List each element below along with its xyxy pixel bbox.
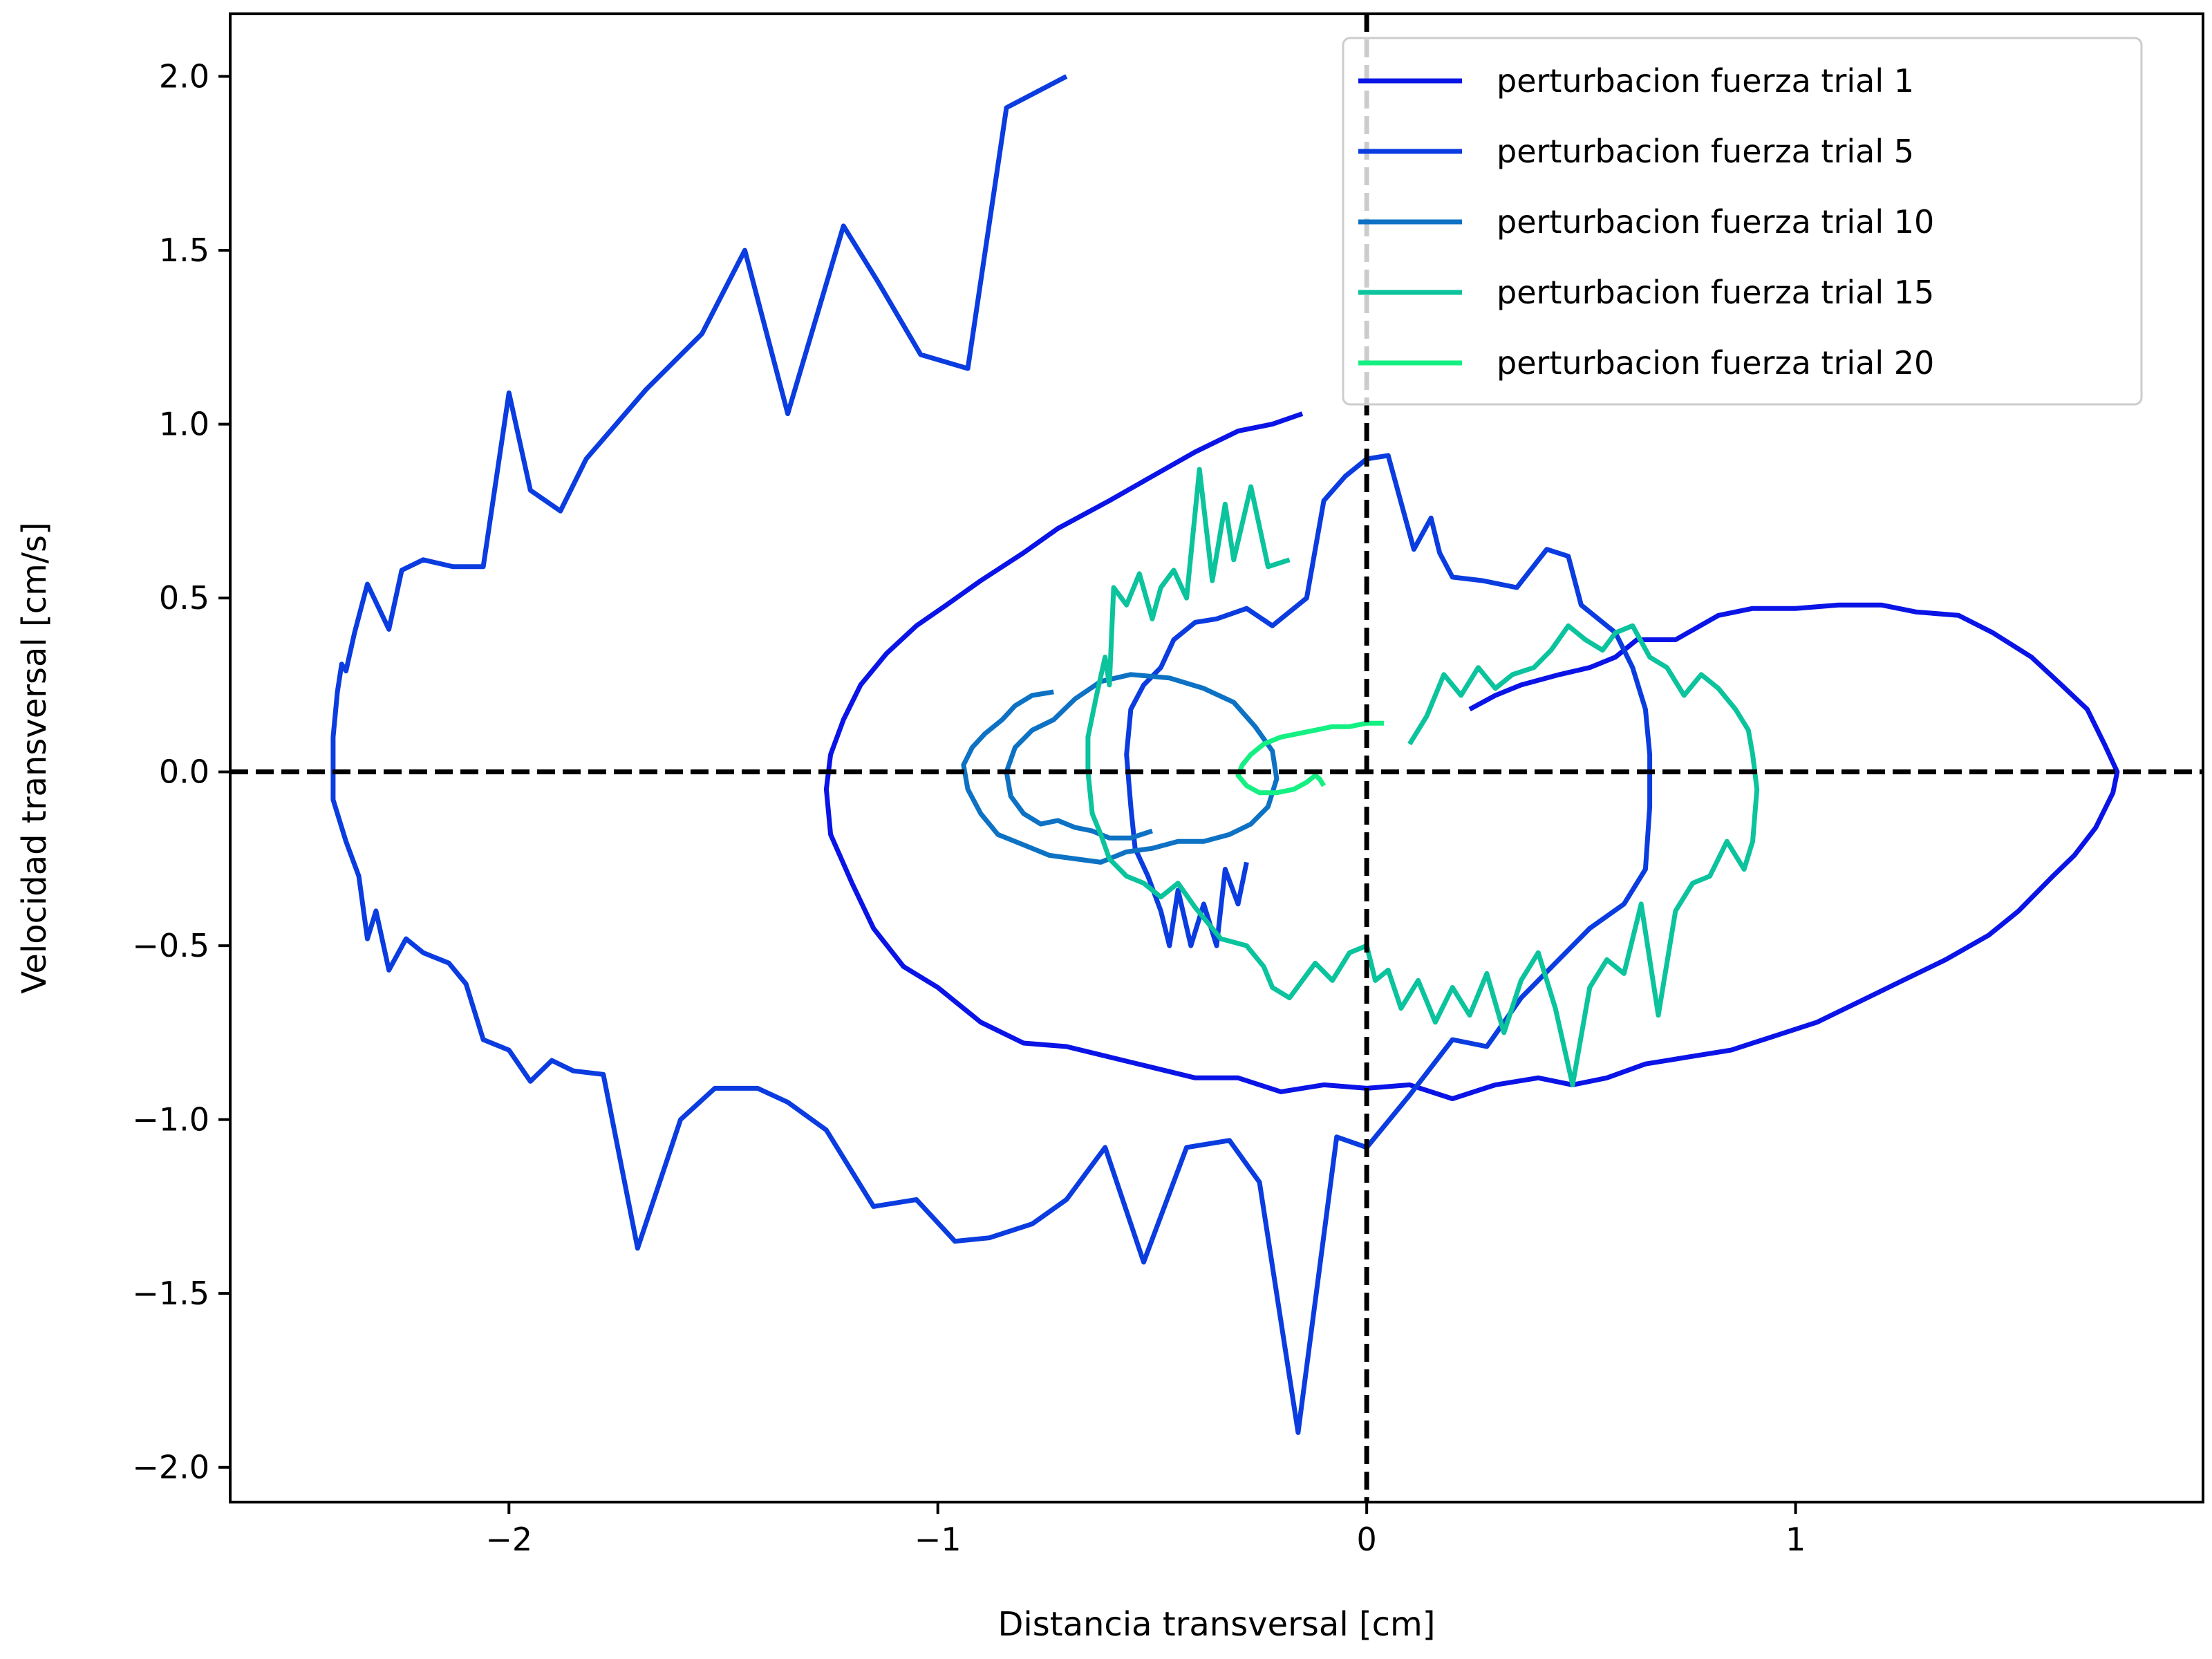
x-axis-ticks: −2 −1 0 1	[485, 1502, 1806, 1558]
y-axis-label: Velocidad transversal [cm/s]	[15, 522, 54, 994]
series-line-5	[1235, 720, 1384, 796]
y-axis-ticks: −2.0 −1.5 −1.0 −0.5 0.0 0.5 1.0 1.5 2.0	[132, 58, 230, 1486]
y-tick-label: 1.0	[159, 406, 209, 443]
series-line-3	[961, 672, 1280, 865]
y-tick-label: −0.5	[132, 927, 209, 964]
y-tick-label: 2.0	[159, 58, 209, 95]
series-lines	[330, 74, 2120, 1435]
x-tick-label: −1	[915, 1521, 962, 1558]
legend-label: perturbacion fuerza trial 10	[1497, 203, 1934, 241]
plot-frame	[229, 12, 2204, 1503]
legend-label: perturbacion fuerza trial 5	[1497, 133, 1914, 170]
y-tick-label: −1.0	[132, 1101, 209, 1138]
legend-label: perturbacion fuerza trial 15	[1497, 274, 1934, 311]
x-tick-label: 0	[1357, 1521, 1377, 1558]
y-tick-label: 0.5	[159, 579, 209, 617]
legend-label: perturbacion fuerza trial 20	[1497, 344, 1934, 382]
x-tick-label: −2	[485, 1521, 532, 1558]
y-tick-label: 0.0	[159, 753, 209, 791]
y-tick-label: −1.5	[132, 1275, 209, 1312]
y-tick-label: 1.5	[159, 232, 209, 269]
series-line-2	[330, 74, 1653, 1435]
legend-label: perturbacion fuerza trial 1	[1497, 62, 1914, 100]
y-tick-label: −2.0	[132, 1449, 209, 1486]
series-line-1	[823, 411, 2120, 1101]
x-axis-label: Distancia transversal [cm]	[997, 1605, 1435, 1644]
series-line-4	[1085, 467, 1760, 1087]
x-tick-label: 1	[1785, 1521, 1806, 1558]
legend-box	[1342, 37, 2143, 406]
legend: perturbacion fuerza trial 1 perturbacion …	[1342, 37, 2143, 406]
